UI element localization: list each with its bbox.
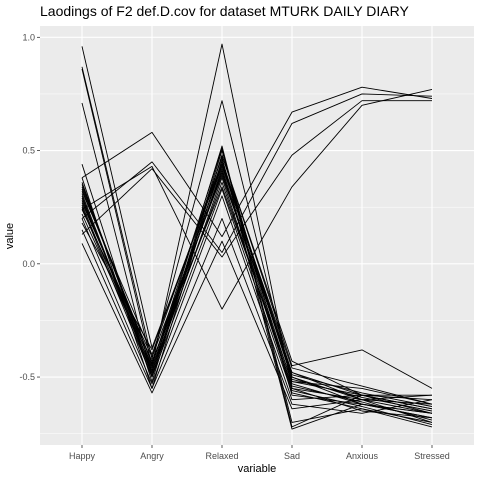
chart-title: Laodings of F2 def.D.cov for dataset MTU… — [40, 3, 409, 19]
x-axis-label: variable — [238, 463, 277, 475]
x-tick-label: Angry — [140, 451, 164, 461]
x-tick-label: Stressed — [414, 451, 450, 461]
y-tick-label: 0.5 — [22, 146, 35, 156]
y-axis-label: value — [4, 223, 16, 249]
x-tick-label: Sad — [284, 451, 300, 461]
x-tick-label: Relaxed — [205, 451, 238, 461]
y-tick-label: 0.0 — [22, 259, 35, 269]
y-tick-label: -0.5 — [19, 372, 35, 382]
x-tick-label: Anxious — [346, 451, 379, 461]
y-tick-label: 1.0 — [22, 32, 35, 42]
x-tick-label: Happy — [69, 451, 96, 461]
